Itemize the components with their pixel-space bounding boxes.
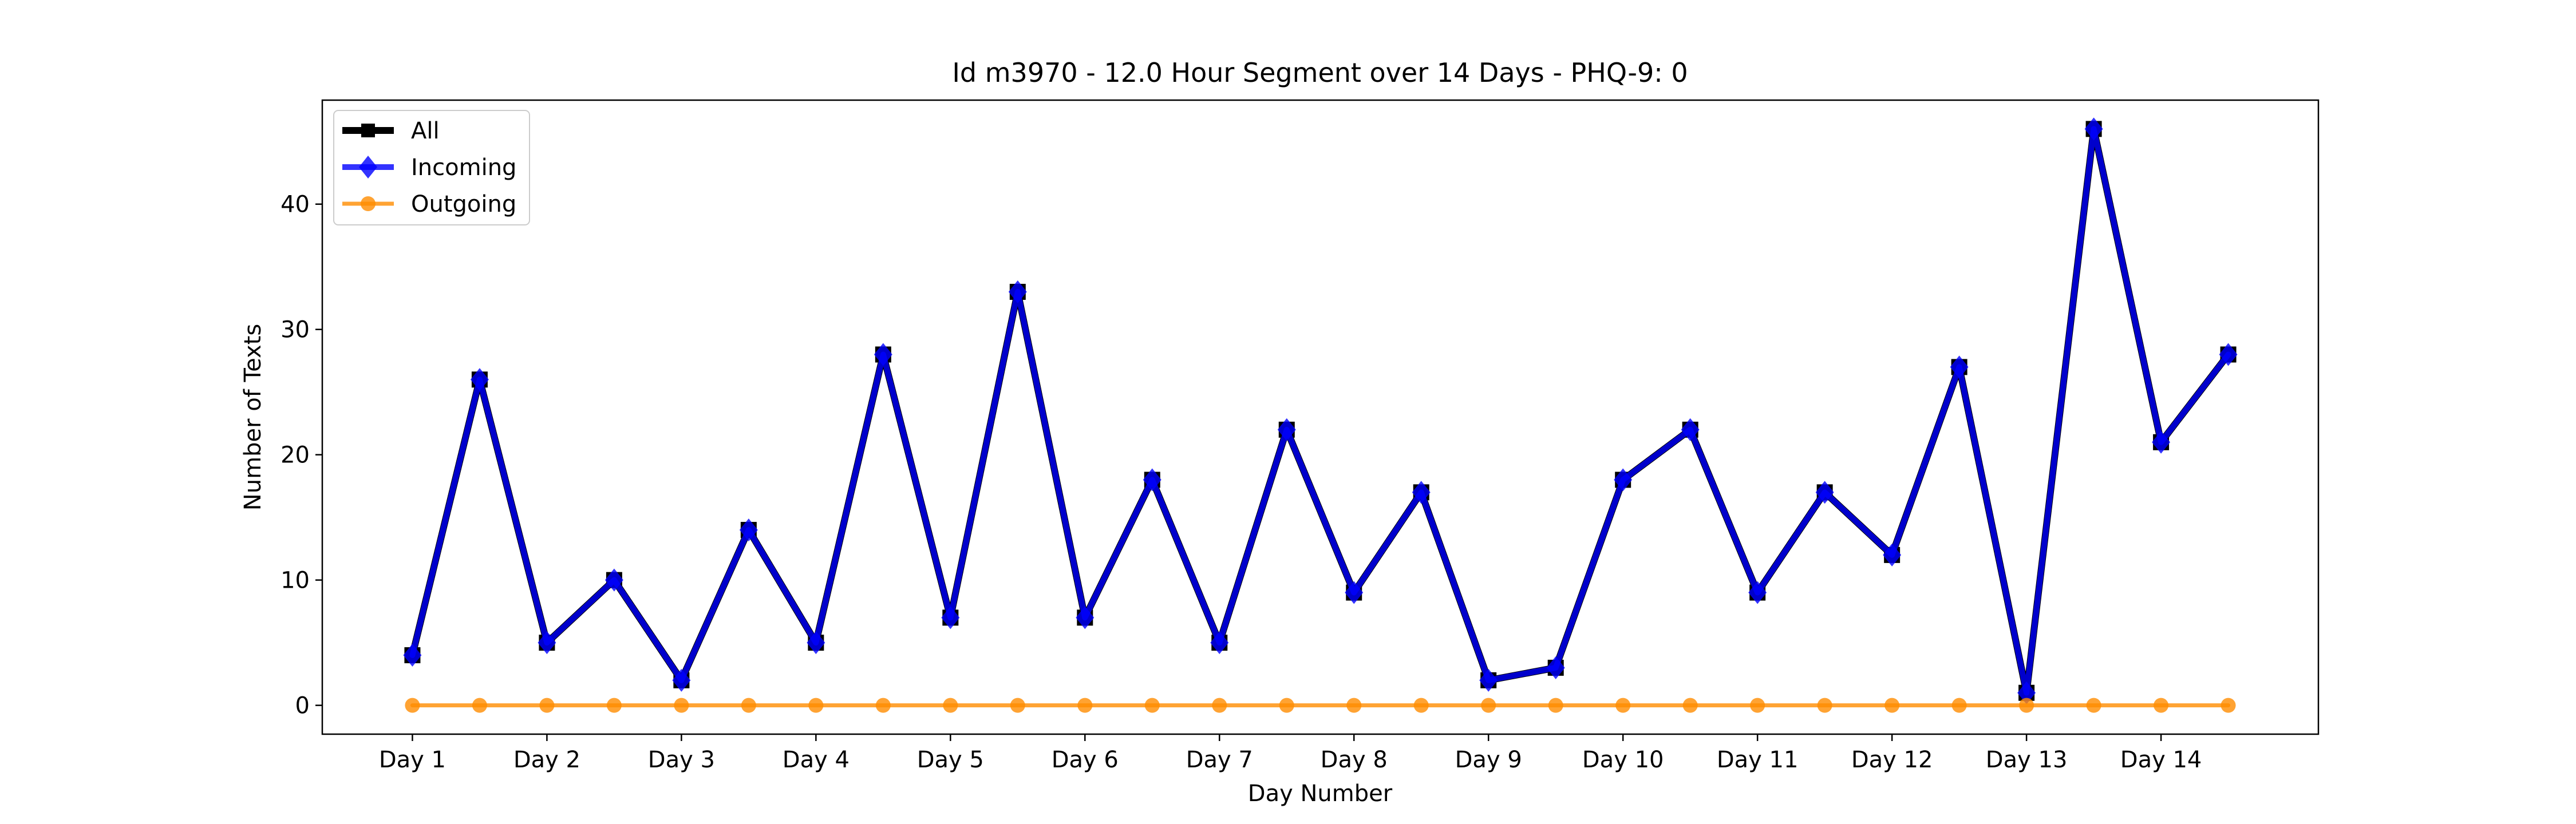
data-point-outgoing — [1212, 698, 1227, 713]
data-point-incoming — [1883, 543, 1902, 566]
legend-label-outgoing: Outgoing — [411, 191, 516, 217]
y-tick-label: 10 — [280, 568, 310, 594]
data-point-incoming — [1614, 468, 1633, 492]
legend-marker-incoming — [359, 156, 377, 179]
data-point-outgoing — [1615, 698, 1631, 713]
chart-title: Id m3970 - 12.0 Hour Segment over 14 Day… — [952, 57, 1688, 88]
data-point-incoming — [1479, 668, 1498, 692]
y-axis-ticks: 0 10 20 30 40 — [280, 192, 322, 719]
x-tick-label: Day 6 — [1052, 747, 1119, 773]
series-layer — [403, 117, 2238, 713]
data-point-incoming — [403, 644, 422, 667]
data-point-incoming — [2017, 681, 2036, 704]
x-tick-label: Day 2 — [513, 747, 580, 773]
data-point-outgoing — [1481, 698, 1496, 713]
data-point-outgoing — [1548, 698, 1563, 713]
x-tick-label: Day 11 — [1717, 747, 1799, 773]
legend-frame — [333, 110, 530, 225]
data-point-outgoing — [472, 698, 487, 713]
x-tick-label: Day 4 — [783, 747, 850, 773]
data-point-incoming — [605, 568, 623, 592]
data-point-outgoing — [1144, 698, 1160, 713]
x-tick-label: Day 14 — [2120, 747, 2202, 773]
data-point-incoming — [1076, 606, 1095, 629]
series-line-incoming — [409, 126, 2231, 696]
x-tick-label: Day 1 — [379, 747, 446, 773]
series-incoming — [403, 117, 2238, 704]
data-point-outgoing — [2086, 698, 2101, 713]
x-tick-label: Day 7 — [1186, 747, 1253, 773]
y-tick-label: 0 — [295, 693, 310, 719]
x-tick-label: Day 8 — [1321, 747, 1388, 773]
data-point-outgoing — [1346, 698, 1362, 713]
data-point-outgoing — [943, 698, 958, 713]
data-point-outgoing — [875, 698, 891, 713]
legend: All Incoming Outgoing — [333, 110, 530, 225]
x-tick-label: Day 12 — [1851, 747, 1933, 773]
data-point-outgoing — [1884, 698, 1900, 713]
data-point-incoming — [2219, 343, 2238, 366]
x-tick-label: Day 9 — [1455, 747, 1522, 773]
legend-entry-outgoing: Outgoing — [342, 191, 516, 217]
data-point-outgoing — [1279, 698, 1294, 713]
data-point-outgoing — [2019, 698, 2034, 713]
data-point-outgoing — [2154, 698, 2169, 713]
data-point-outgoing — [1077, 698, 1093, 713]
y-tick-label: 40 — [280, 192, 310, 218]
data-point-incoming — [538, 631, 556, 655]
data-point-outgoing — [539, 698, 555, 713]
data-point-outgoing — [1750, 698, 1765, 713]
data-point-outgoing — [741, 698, 756, 713]
data-point-incoming — [672, 668, 691, 692]
data-point-incoming — [470, 368, 489, 391]
data-point-outgoing — [808, 698, 824, 713]
series-outgoing — [405, 698, 2236, 713]
data-point-outgoing — [1413, 698, 1429, 713]
data-point-incoming — [2084, 117, 2103, 141]
y-tick-label: 20 — [280, 442, 310, 469]
data-point-outgoing — [674, 698, 689, 713]
legend-marker-all — [361, 124, 375, 137]
data-point-incoming — [1950, 355, 1969, 379]
data-point-incoming — [1546, 656, 1565, 679]
y-axis-label: Number of Texts — [240, 324, 266, 510]
x-tick-label: Day 10 — [1582, 747, 1664, 773]
data-point-incoming — [2152, 430, 2171, 454]
data-point-outgoing — [1817, 698, 1832, 713]
x-tick-label: Day 3 — [648, 747, 715, 773]
plot-frame — [321, 99, 2320, 735]
data-point-incoming — [1143, 468, 1161, 492]
data-point-outgoing — [1682, 698, 1698, 713]
data-point-incoming — [874, 343, 892, 366]
data-point-outgoing — [606, 698, 622, 713]
data-point-incoming — [807, 631, 825, 655]
data-point-outgoing — [1951, 698, 1967, 713]
data-point-incoming — [1412, 481, 1431, 504]
y-tick-label: 30 — [280, 317, 310, 343]
data-point-outgoing — [405, 698, 420, 713]
data-point-incoming — [1277, 418, 1296, 441]
legend-label-all: All — [411, 118, 440, 144]
x-tick-label: Day 13 — [1986, 747, 2068, 773]
legend-entry-incoming: Incoming — [342, 154, 516, 181]
plot-area — [322, 100, 2318, 734]
legend-entry-all: All — [342, 118, 440, 144]
data-point-incoming — [941, 606, 960, 629]
data-point-incoming — [1345, 581, 1364, 604]
x-axis-ticks: Day 1 Day 2 Day 3 Day 4 Day 5 Day 6 Day 7 Day 8… — [379, 734, 2202, 773]
data-point-incoming — [1210, 631, 1229, 655]
data-point-incoming — [1008, 280, 1027, 304]
data-point-outgoing — [1010, 698, 1025, 713]
data-point-outgoing — [2221, 698, 2236, 713]
data-point-incoming — [1681, 418, 1700, 441]
data-point-incoming — [1815, 481, 1834, 504]
x-tick-label: Day 5 — [917, 747, 984, 773]
legend-label-incoming: Incoming — [411, 154, 516, 181]
legend-marker-outgoing — [361, 196, 376, 211]
data-point-incoming — [1748, 581, 1767, 604]
x-axis-label: Day Number — [1248, 781, 1393, 807]
data-point-incoming — [739, 518, 758, 542]
